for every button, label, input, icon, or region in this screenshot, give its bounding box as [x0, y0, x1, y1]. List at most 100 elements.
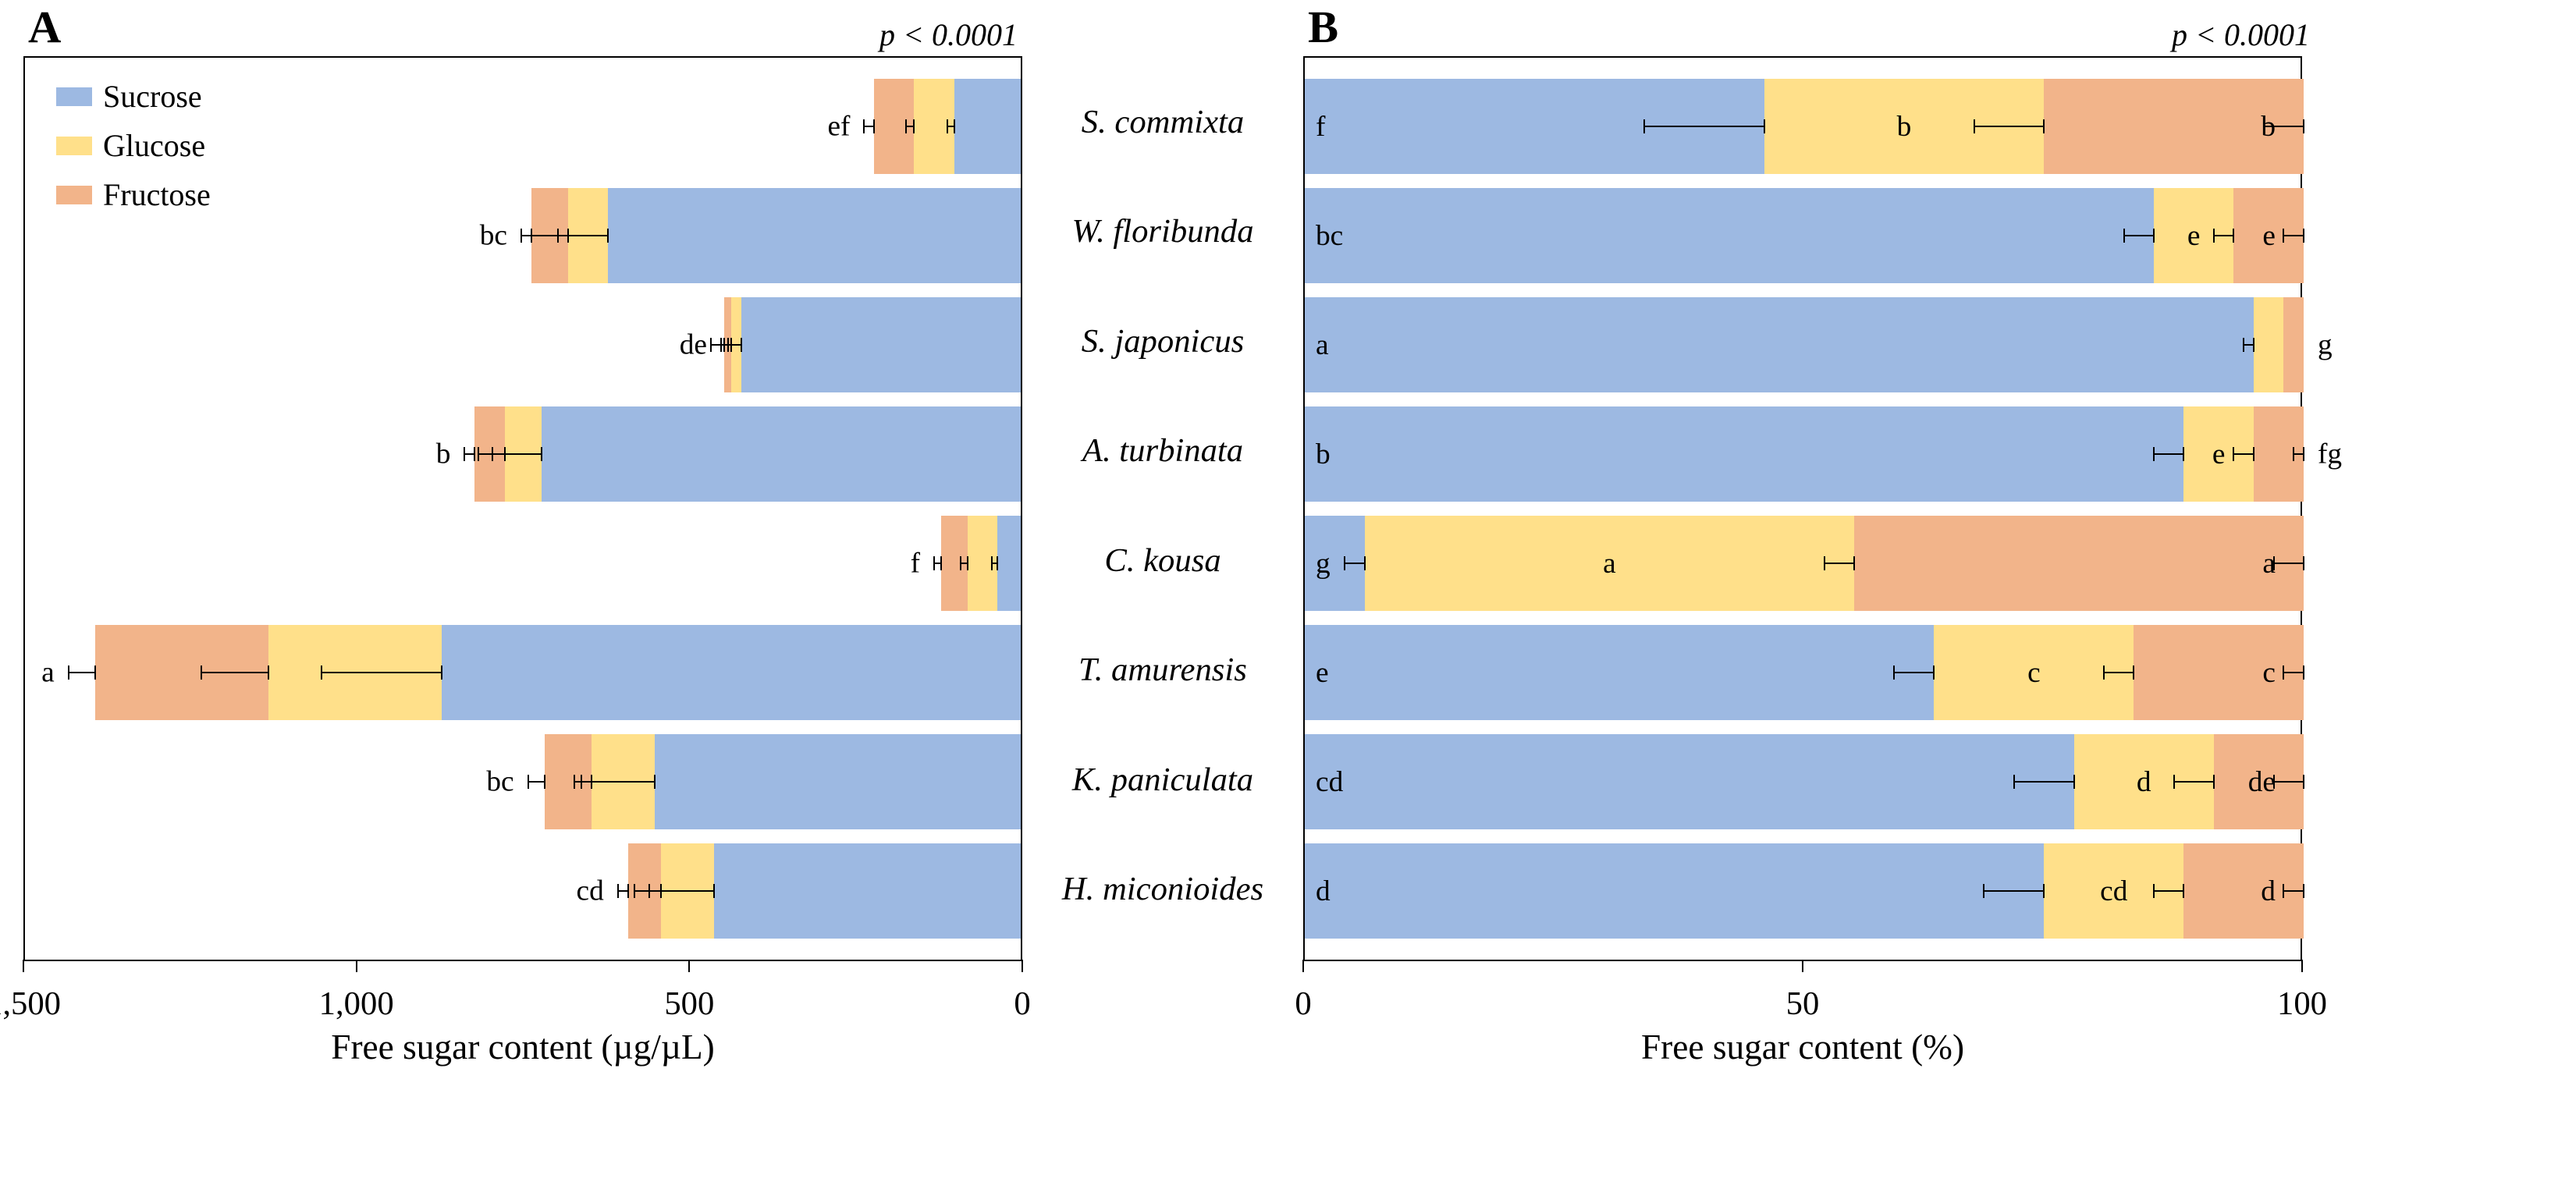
errcap [654, 775, 656, 789]
panel-a-sig-5: a [41, 656, 55, 690]
errcap [967, 556, 968, 570]
errcap [474, 447, 475, 461]
category-1: W. floribunda [1022, 184, 1303, 280]
panel-a-header: Ap < 0.0001 [23, 16, 1022, 56]
panel-b-ticklabel-0: 0 [1295, 985, 1311, 1023]
errcap [2233, 447, 2234, 461]
errcap [954, 119, 955, 133]
errcap [2283, 884, 2284, 898]
panel-a-seg-sucrose-5 [442, 625, 1021, 720]
errline [649, 890, 661, 892]
panel-b-sig-sucrose-5: e [1316, 656, 1329, 690]
errcap [627, 884, 629, 898]
errcap [2253, 447, 2254, 461]
errcap [730, 338, 732, 352]
errline [2283, 672, 2304, 673]
errcap [1983, 884, 1984, 898]
errline [69, 672, 95, 673]
panel-b-sig-fructose-5: c [2262, 656, 2276, 690]
errcap [521, 229, 522, 243]
errcap [268, 666, 269, 680]
errcap [863, 119, 865, 133]
panel-b-sig-sucrose-2: a [1316, 328, 1329, 362]
panel-a-row-0: ef [25, 79, 1021, 174]
errcap [504, 447, 506, 461]
errcap [2303, 447, 2304, 461]
panel-b-sig-sucrose-7: d [1316, 875, 1331, 908]
panel-b-row-0: fbb [1305, 79, 2301, 174]
errcap [2133, 666, 2134, 680]
errcap [2013, 775, 2015, 789]
panel-b-seg-glucose-2 [2254, 297, 2283, 392]
panel-b-chart: fbbbceeagbefggaaecccdddedcdd [1303, 56, 2302, 961]
figure-root: Ap < 0.0001SucroseGlucoseFructoseefbcdeb… [0, 0, 2576, 1182]
panel-b-bars: fbbbceeagbefggaaecccdddedcdd [1305, 58, 2301, 960]
panel-b-row-6: cddde [1305, 734, 2301, 829]
panel-a-seg-sucrose-6 [655, 734, 1021, 829]
panel-a-ticklabel-3: 0 [1014, 985, 1030, 1023]
panel-b-header: Bp < 0.0001 [1303, 16, 2365, 56]
errcap [2153, 229, 2155, 243]
panel-b: Bp < 0.0001fbbbceeagbefggaaecccdddedcdd0… [1303, 16, 2365, 1166]
errcap [557, 229, 559, 243]
errcap [913, 119, 915, 133]
panel-a-sig-4: f [911, 547, 920, 580]
errcap [528, 775, 529, 789]
panel-b-stack-4: gaa [1305, 516, 2304, 611]
category-0: S. commixta [1022, 74, 1303, 170]
panel-b-xaxis-title: Free sugar content (%) [1303, 1027, 2302, 1067]
errline [1974, 126, 2045, 127]
errline [1984, 890, 2044, 892]
errcap [2303, 775, 2304, 789]
category-list: S. commixtaW. floribundaS. japonicusA. t… [1022, 53, 1303, 958]
panel-b-seg-fructose-5: c [2134, 625, 2304, 720]
errcap [2263, 119, 2265, 133]
errcap [617, 884, 619, 898]
panel-a-pvalue: p < 0.0001 [879, 16, 1018, 53]
errline [2283, 890, 2304, 892]
errline [322, 672, 442, 673]
errcap [727, 338, 729, 352]
panel-a-row-7: cd [25, 843, 1021, 939]
panel-a-row-1: bc [25, 188, 1021, 283]
panel-a: Ap < 0.0001SucroseGlucoseFructoseefbcdeb… [23, 16, 1022, 1166]
panel-b-sig-sucrose-0: f [1316, 110, 1325, 144]
errcap [441, 666, 442, 680]
errline [201, 672, 268, 673]
category-2: S. japonicus [1022, 293, 1303, 389]
errcap [464, 447, 465, 461]
panel-a-stack-2 [724, 297, 1021, 392]
panel-b-seg-glucose-4: a [1365, 516, 1854, 611]
errcap [607, 229, 609, 243]
tickmark [688, 960, 690, 972]
panel-b-row-2: ag [1305, 297, 2301, 392]
errline [581, 781, 655, 783]
panel-b-seg-fructose-2 [2283, 297, 2304, 392]
panel-b-stack-5: ecc [1305, 625, 2304, 720]
errline [2264, 126, 2304, 127]
errcap [1974, 119, 1975, 133]
errcap [2213, 775, 2215, 789]
errcap [2183, 447, 2184, 461]
panel-b-letter: B [1308, 1, 1338, 53]
errcap [531, 229, 532, 243]
errcap [2273, 775, 2275, 789]
errcap [2153, 884, 2155, 898]
panel-b-seg-fructose-4: a [1854, 516, 2304, 611]
panel-b-sig-fructose-7: d [2261, 875, 2276, 908]
category-5: T. amurensis [1022, 623, 1303, 719]
panel-a-sig-1: bc [480, 219, 507, 253]
errline [2274, 563, 2304, 564]
errline [2233, 453, 2254, 455]
errline [2014, 781, 2074, 783]
errcap [947, 119, 948, 133]
panel-a-sig-7: cd [577, 875, 604, 908]
panel-b-row-3: befg [1305, 406, 2301, 502]
errcap [940, 556, 942, 570]
errcap [720, 338, 722, 352]
panel-b-sig-sucrose-3: b [1316, 438, 1331, 471]
panel-b-sig-sucrose-1: bc [1316, 219, 1343, 253]
panel-a-stack-3 [474, 406, 1021, 502]
errcap [2073, 775, 2075, 789]
errcap [713, 884, 715, 898]
